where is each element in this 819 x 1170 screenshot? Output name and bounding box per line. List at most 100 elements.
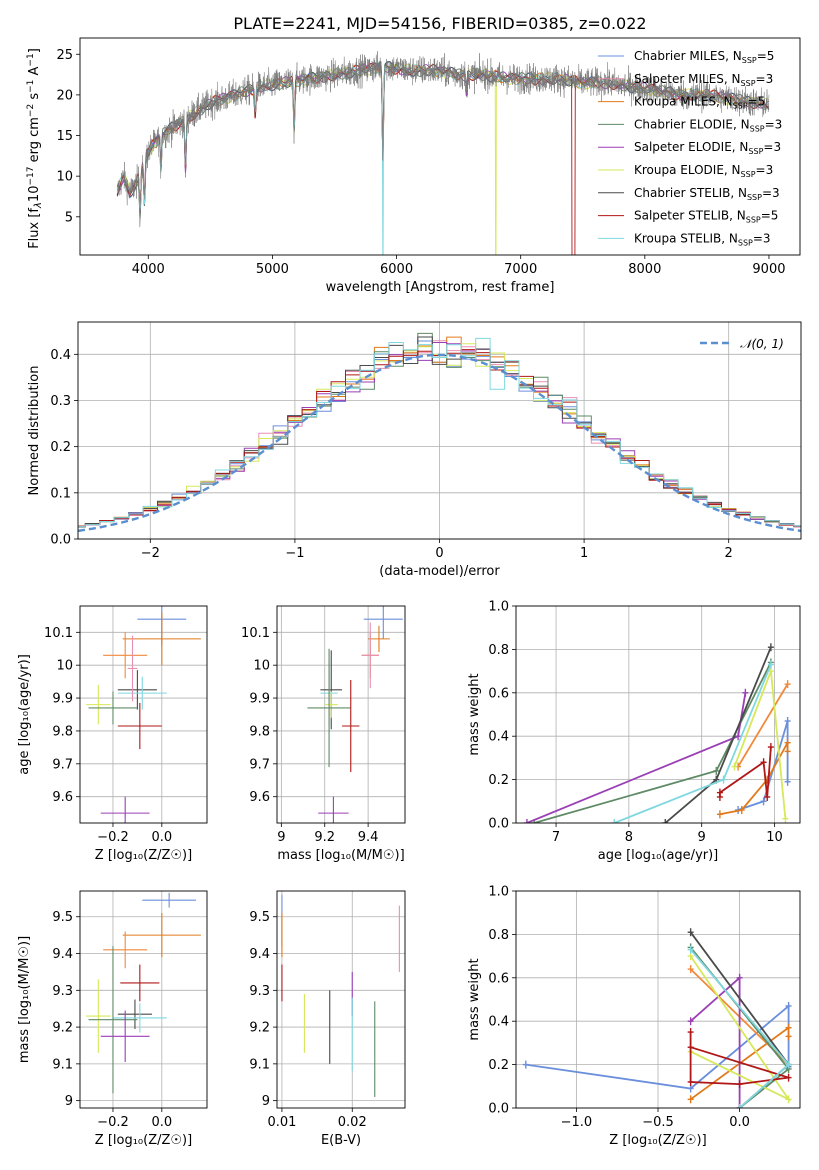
- y-tick-label: 0.0: [50, 533, 71, 548]
- plot-frame: [79, 890, 208, 1109]
- legend-label: Salpeter STELIB, NSSP=5: [634, 209, 778, 225]
- legend-label-text: Kroupa MILES, N: [634, 95, 733, 109]
- x-tick-label: 5000: [256, 262, 289, 277]
- plot-frame: [79, 605, 208, 824]
- x-axis-label: Z [log₁₀(Z/Z☉)]: [95, 1133, 192, 1148]
- mass-vs-reddening-panel: 0.01 0.02 9 9.1 9.2 9.3 9.4 9.5 E(B-V): [249, 890, 406, 1148]
- y-tick-label: 9.6: [249, 790, 270, 805]
- weight-line: [526, 692, 747, 823]
- x-tick-label: 9: [698, 830, 706, 845]
- plot-area: [522, 928, 792, 1108]
- x-tick-label: 6000: [380, 262, 413, 277]
- x-tick-label: 9: [277, 830, 285, 845]
- x-tick-label: 2: [725, 546, 733, 561]
- age-vs-mass-panel: 9 9.2 9.4 9.6 9.7 9.8 9.9 10 10.1 mass [log₁₀(M/M…: [241, 605, 406, 863]
- y-axis-label: Flux [fλ10−17 erg cm−2 s−1 A−1]: [26, 48, 44, 249]
- plot-area: [523, 643, 791, 823]
- y-tick-label: 0.0: [488, 817, 509, 832]
- legend-label-sub: SSP: [738, 238, 753, 247]
- x-tick-label: 0.01: [267, 1115, 296, 1130]
- x-tick-label: 7: [552, 830, 560, 845]
- x-tick-label: 0.0: [729, 1115, 750, 1130]
- y-tick-label: 0.4: [50, 348, 71, 363]
- x-tick-label: 10: [766, 830, 783, 845]
- y-tick-label: 9.7: [249, 757, 270, 772]
- x-axis-label: age [log₁₀(age/yr)]: [598, 848, 719, 863]
- legend-label-text: Kroupa ELODIE, N: [634, 163, 741, 177]
- plot-area: [307, 606, 403, 823]
- y-tick-label: 9.5: [249, 910, 270, 925]
- y-tick-label: 0.6: [488, 686, 509, 701]
- y-tick-label: 10: [56, 170, 73, 185]
- y-tick-label: 15: [56, 129, 73, 144]
- legend-label-sub: SSP: [741, 170, 756, 179]
- legend-label: Salpeter ELODIE, NSSP=3: [634, 140, 781, 156]
- y-axis-label-part: Flux [f: [27, 208, 42, 249]
- x-tick-label: 8000: [628, 262, 661, 277]
- legend-label: Kroupa STELIB, NSSP=3: [634, 231, 771, 247]
- legend-label-sub: SSP: [747, 193, 762, 202]
- x-tick-label: 8: [625, 830, 633, 845]
- legend-label: Chabrier MILES, NSSP=5: [634, 49, 774, 65]
- y-tick-label: 0.8: [488, 643, 509, 658]
- y-tick-label: 9.4: [249, 947, 270, 962]
- y-tick-label: 0.3: [50, 394, 71, 409]
- y-tick-label: 10: [253, 659, 270, 674]
- plot-area: [78, 332, 801, 533]
- y-axis-label-part: −17: [26, 167, 36, 186]
- plot-area: [281, 894, 400, 1097]
- y-axis-label: mass weight: [467, 673, 482, 755]
- y-tick-label: 10: [56, 659, 73, 674]
- y-tick-label: 5: [65, 210, 73, 225]
- y-tick-label: 0.2: [50, 440, 71, 455]
- y-tick-label: 9.2: [249, 1021, 270, 1036]
- x-tick-label: −2: [141, 546, 160, 561]
- legend-label: Kroupa ELODIE, NSSP=3: [634, 163, 773, 179]
- y-tick-label: 9.3: [249, 984, 270, 999]
- y-tick-label: 9.3: [52, 984, 73, 999]
- y-tick-label: 0.8: [488, 928, 509, 943]
- x-tick-label: 9.4: [358, 830, 379, 845]
- legend-label-sub: SSP: [746, 216, 761, 225]
- plot-frame: [79, 37, 801, 256]
- x-tick-label: −0.2: [97, 830, 129, 845]
- legend-label-suffix: =3: [756, 72, 774, 86]
- residual-histogram-panel: −2 −1 0 1 2 0.0 0.1 0.2 0.3 0.4 (data-model)/error…: [27, 321, 802, 579]
- x-tick-label: 9.2: [314, 830, 335, 845]
- legend-label-suffix: =5: [748, 95, 766, 109]
- legend-label: Kroupa MILES, NSSP=5: [634, 95, 765, 111]
- plot-area: [86, 892, 201, 1094]
- figure-title: PLATE=2241, MJD=54156, FIBERID=0385, z=0…: [233, 14, 646, 33]
- plot-frame: [515, 890, 801, 1109]
- legend-label-suffix: =5: [761, 209, 779, 223]
- y-tick-label: 9.8: [52, 724, 73, 739]
- legend-label: Chabrier STELIB, NSSP=3: [634, 186, 780, 202]
- weight-line: [737, 683, 789, 768]
- y-axis-label: Normed distribution: [27, 366, 42, 496]
- observed-spectrum: [116, 51, 770, 228]
- x-tick-label: 0.02: [338, 1115, 367, 1130]
- age-vs-metallicity-panel: −0.2 0.0 9.6 9.7 9.8 9.9 10 10.1 Z [log₁₀(Z/Z☉)]…: [17, 605, 208, 863]
- y-tick-label: 0.6: [488, 971, 509, 986]
- y-tick-label: 1.0: [488, 600, 509, 615]
- y-tick-label: 9.1: [249, 1057, 270, 1072]
- x-tick-label: 7000: [504, 262, 537, 277]
- legend-label-sub: SSP: [748, 147, 763, 156]
- y-tick-label: 0.0: [488, 1102, 509, 1117]
- x-axis-label: (data-model)/error: [379, 564, 500, 579]
- x-tick-label: 0: [435, 546, 443, 561]
- y-tick-label: 20: [56, 88, 73, 103]
- legend-label-text: Salpeter STELIB, N: [634, 209, 746, 223]
- x-tick-label: 9000: [752, 262, 785, 277]
- x-tick-label: 0.0: [151, 1115, 172, 1130]
- weight-vs-age-panel: 7 8 9 10 0.0 0.2 0.4 0.6 0.8 1.0 age [log₁₀(age/yr…: [467, 600, 801, 863]
- x-tick-label: 1: [580, 546, 588, 561]
- plot-frame: [515, 605, 801, 824]
- legend-label-text: Kroupa STELIB, N: [634, 231, 738, 245]
- x-tick-label: 4000: [132, 262, 165, 277]
- y-tick-label: 0.1: [50, 486, 71, 501]
- legend-label: 𝒩(0, 1): [740, 337, 784, 351]
- plot-area: [86, 606, 201, 823]
- legend-label-suffix: =3: [765, 117, 783, 131]
- y-tick-label: 9.9: [52, 692, 73, 707]
